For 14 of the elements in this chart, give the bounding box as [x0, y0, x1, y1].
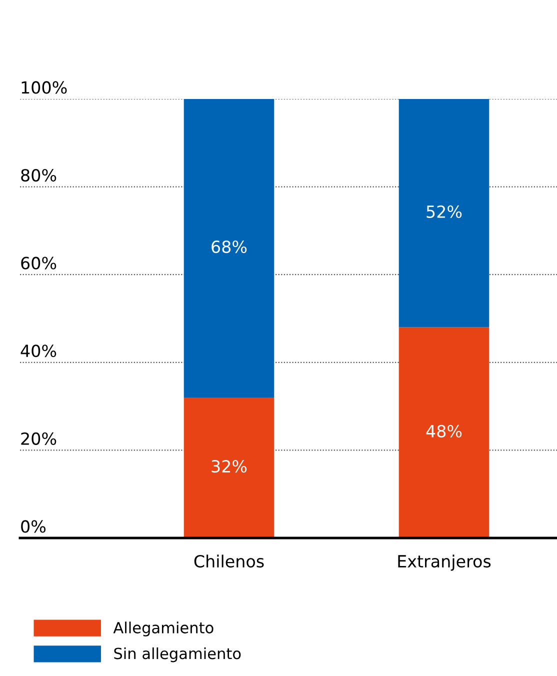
y-tick-label: 100%: [22, 81, 67, 94]
y-tick-label: 60%: [21, 256, 56, 270]
y-tick-label: 20%: [21, 432, 56, 445]
legend-label: Allegamiento: [113, 622, 214, 636]
y-tick-label: 40%: [20, 344, 56, 358]
text: 52%: [426, 205, 462, 218]
legend-label: Sin allegamiento: [114, 647, 241, 662]
y-tick-label: 80%: [21, 168, 56, 182]
text: 68%: [212, 240, 247, 254]
text: 32%: [212, 460, 247, 473]
text: 48%: [426, 424, 462, 438]
x-tick-label: Extranjeros: [398, 554, 491, 571]
x-tick-label: Chilenos: [194, 554, 264, 568]
y-tick-label: 0%: [21, 520, 46, 533]
